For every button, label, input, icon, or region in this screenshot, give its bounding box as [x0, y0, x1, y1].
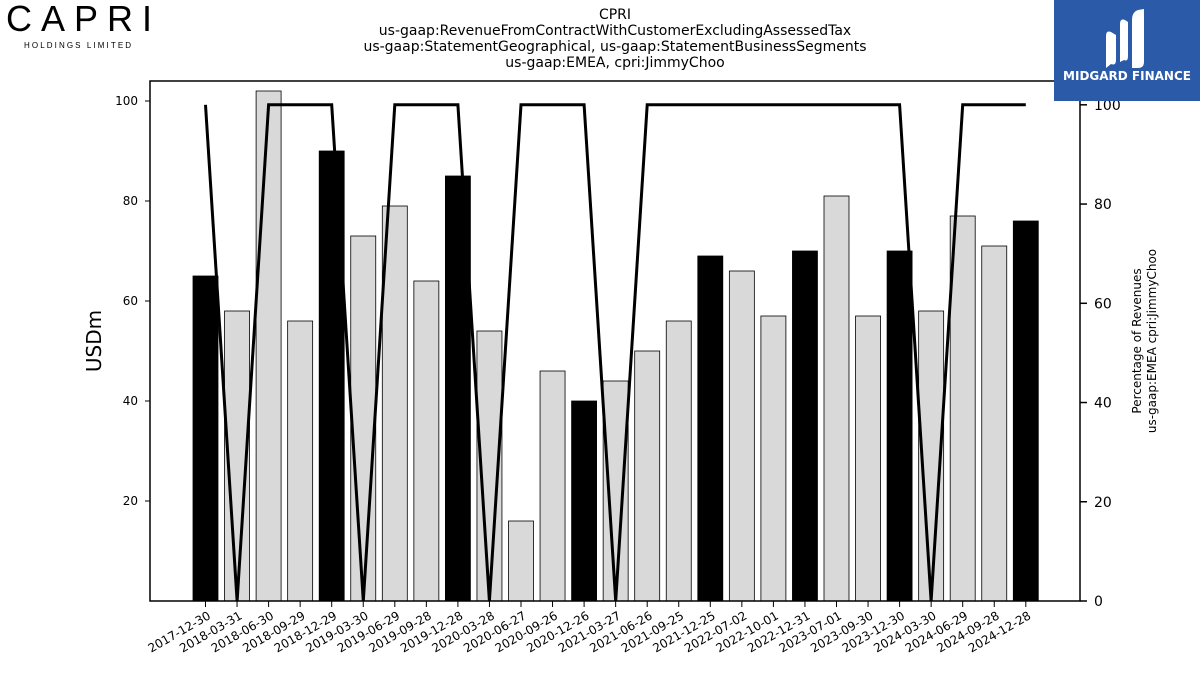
right-axis: 0 20 40 60 80 100: [1080, 98, 1121, 610]
bar-2018-09-29: [287, 320, 314, 602]
bar-2022-07-02: [728, 270, 755, 602]
brand-name: MIDGARD FINANCE: [1063, 69, 1191, 83]
bar-2019-09-28: [413, 280, 440, 602]
bar-2020-12-26: [571, 400, 597, 602]
bar-2021-06-26: [634, 350, 661, 602]
y-tick-label: 20: [123, 494, 138, 508]
chart-subtitle-line-2: us-gaap:StatementGeographical, us-gaap:S…: [363, 39, 867, 55]
bar-2021-03-27: [602, 380, 629, 602]
right-axis-label-line-1: Percentage of Revenues: [1130, 268, 1144, 413]
bar-2019-03-30: [350, 235, 377, 602]
right-y-tick-label: 80: [1094, 197, 1112, 213]
bottom-axis: 2017-12-302018-03-312018-06-302018-09-29…: [146, 601, 1033, 655]
logo-wordmark: CAPRI: [6, 0, 162, 39]
chart-title: CPRI: [598, 7, 632, 23]
chart-subtitle-line-3: us-gaap:EMEA, cpri:JimmyChoo: [505, 55, 725, 71]
right-y-tick-label: 20: [1094, 495, 1112, 511]
bar-2017-12-30: [192, 275, 219, 602]
bar-2022-10-01: [760, 315, 787, 602]
left-axis: 20 40 60 80 100: [115, 94, 150, 508]
bar-2024-06-29: [949, 215, 976, 602]
y-tick-label: 40: [123, 394, 138, 408]
right-y-tick-label: 60: [1094, 296, 1112, 312]
y-tick-label: 100: [115, 94, 138, 108]
brand-m-icon: [1106, 9, 1144, 68]
right-y-tick-label: 0: [1094, 594, 1103, 610]
bar-2023-12-30: [886, 250, 913, 602]
y-tick-label: 80: [123, 194, 138, 208]
bar-2021-12-25: [697, 255, 724, 602]
chart-title-block: CPRI us-gaap:RevenueFromContractWithCust…: [340, 7, 890, 71]
bar-2018-12-29: [318, 150, 345, 602]
bar-2020-09-26: [539, 370, 566, 602]
chart-subtitle-line-1: us-gaap:RevenueFromContractWithCustomerE…: [378, 23, 852, 39]
bar-2022-12-31: [792, 250, 818, 602]
logo-subtitle: HOLDINGS LIMITED: [24, 41, 134, 50]
bar-2024-12-28: [1012, 220, 1039, 602]
plot-frame: [149, 80, 1081, 602]
y-axis-label: USDm: [82, 310, 106, 372]
bar-2020-06-27: [508, 520, 534, 602]
bar-2023-07-01: [823, 195, 850, 602]
company-logo: CAPRI HOLDINGS LIMITED: [0, 0, 160, 60]
right-y-tick-label: 100: [1094, 98, 1121, 114]
bar-2019-06-29: [381, 205, 408, 602]
bars-layer: [192, 90, 1039, 602]
bar-2024-09-28: [981, 245, 1008, 602]
right-axis-label-line-2: us-gaap:EMEA cpri:JimmyChoo: [1145, 249, 1159, 433]
right-y-tick-label: 40: [1094, 396, 1112, 412]
bar-2023-09-30: [855, 315, 881, 602]
bar-2018-06-30: [255, 90, 282, 602]
y-tick-label: 60: [123, 294, 138, 308]
bar-2021-09-25: [665, 320, 692, 602]
brand-badge: MIDGARD FINANCE: [1054, 0, 1200, 101]
